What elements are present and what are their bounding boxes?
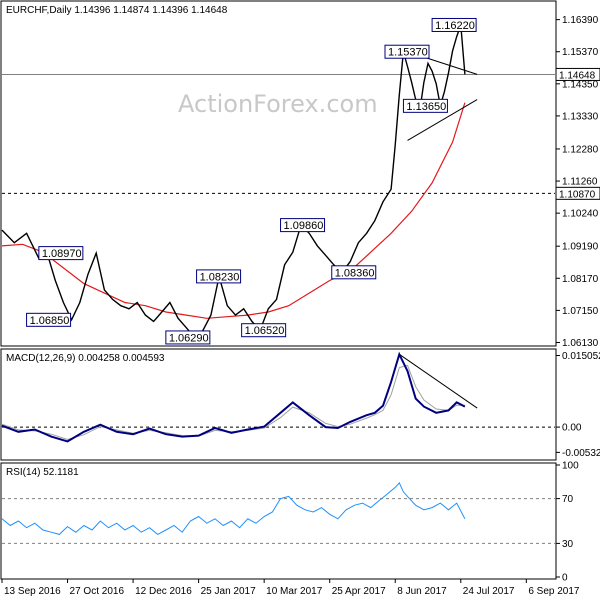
x-tick-label: 27 Oct 2016 xyxy=(70,586,125,597)
price-y-tick-label: 1.12280 xyxy=(562,144,599,155)
chart-header: EURCHF,Daily 1.14396 1.14874 1.14396 1.1… xyxy=(6,5,228,16)
price-annotation-box xyxy=(280,218,326,233)
rsi-title: RSI(14) 52.1181 xyxy=(6,467,79,478)
price-annotation-box xyxy=(196,269,242,284)
moving-average-line xyxy=(1,102,466,319)
price-annotation-box xyxy=(431,17,477,32)
x-tick-label: 6 Sep 2017 xyxy=(528,586,580,597)
price-y-tick-label: 1.06130 xyxy=(562,338,599,349)
price-annotation-label: 1.15370 xyxy=(388,47,428,59)
macd-y-tick-label: -0.005321 xyxy=(562,448,600,459)
price-y-tick-label: 1.11260 xyxy=(562,177,598,188)
price-annotation-box xyxy=(384,44,430,59)
price-annotation-box xyxy=(241,323,287,338)
price-y-tick-label: 1.07150 xyxy=(562,306,599,317)
price-annotation-label: 1.08230 xyxy=(200,271,240,283)
price-y-tick-label: 1.16390 xyxy=(562,15,599,26)
macd-panel: 0.015052 0.00 -0.005321 MACD(12,26,9) 0.00… xyxy=(0,348,600,461)
rsi-line xyxy=(1,482,466,535)
x-tick-label: 12 Dec 2016 xyxy=(135,586,192,597)
price-annotation-label: 1.06290 xyxy=(169,332,209,344)
x-axis: 13 Sep 2016 27 Oct 2016 12 Dec 2016 25 Jan … xyxy=(1,579,580,597)
triangle-trendline xyxy=(407,99,478,141)
price-annotation-box xyxy=(165,330,211,345)
price-annotation-label: 1.16220 xyxy=(435,20,475,32)
price-y-tick-label: 1.09190 xyxy=(562,242,599,253)
price-annotation-box xyxy=(26,312,72,327)
macd-signal-line xyxy=(1,364,465,441)
x-tick-label: 8 Jun 2017 xyxy=(397,586,447,597)
price-annotation-box xyxy=(38,246,84,261)
chart-watermark: ActionForex.com xyxy=(178,90,378,118)
price-panel: ActionForex.com 1.08970 1.06850 1.08230 1.0… xyxy=(0,0,600,349)
macd-line xyxy=(1,351,466,443)
price-panel-frame xyxy=(0,0,557,347)
level-tag-box xyxy=(555,186,600,200)
last-price-tag-box xyxy=(555,67,600,81)
macd-panel-frame xyxy=(0,348,557,461)
level-tag: 1.10870 xyxy=(559,189,596,200)
rsi-panel-frame xyxy=(0,462,557,580)
rsi-panel: 100 70 30 0 RSI(14) 52.1181 xyxy=(0,461,579,584)
price-annotation-box xyxy=(331,265,377,280)
macd-trendline xyxy=(399,353,478,409)
x-tick-label: 25 Jan 2017 xyxy=(201,586,256,597)
price-annotation-label: 1.06850 xyxy=(30,315,70,327)
x-tick-label: 25 Apr 2017 xyxy=(332,586,386,597)
price-y-tick-label: 1.10240 xyxy=(562,209,599,220)
x-tick-label: 10 Mar 2017 xyxy=(266,586,323,597)
price-annotation-label: 1.08970 xyxy=(42,248,82,260)
macd-title: MACD(12,26,9) 0.004258 0.004593 xyxy=(6,353,165,364)
price-y-tick-label: 1.15370 xyxy=(562,47,599,58)
rsi-y-tick-label: 100 xyxy=(562,461,579,472)
rsi-y-tick-label: 30 xyxy=(562,539,574,550)
x-tick-label: 24 Jul 2017 xyxy=(463,586,515,597)
price-y-tick-label: 1.13330 xyxy=(562,111,599,122)
price-annotation-label: 1.08360 xyxy=(335,267,375,279)
price-annotation-label: 1.09860 xyxy=(284,220,324,232)
price-annotation-label: 1.06520 xyxy=(245,325,285,337)
price-y-tick-label: 1.08170 xyxy=(562,274,599,285)
last-price-tag: 1.14648 xyxy=(559,70,596,81)
price-annotation-box xyxy=(402,98,448,113)
price-y-tick-label: 1.14350 xyxy=(562,79,599,90)
x-tick-label: 13 Sep 2016 xyxy=(4,586,61,597)
macd-y-tick-label: 0.015052 xyxy=(562,351,600,362)
rsi-y-tick-label: 70 xyxy=(562,494,574,505)
macd-y-tick-label: 0.00 xyxy=(562,423,582,434)
price-annotation-label: 1.13650 xyxy=(406,101,446,113)
rsi-y-tick-label: 0 xyxy=(562,573,568,584)
